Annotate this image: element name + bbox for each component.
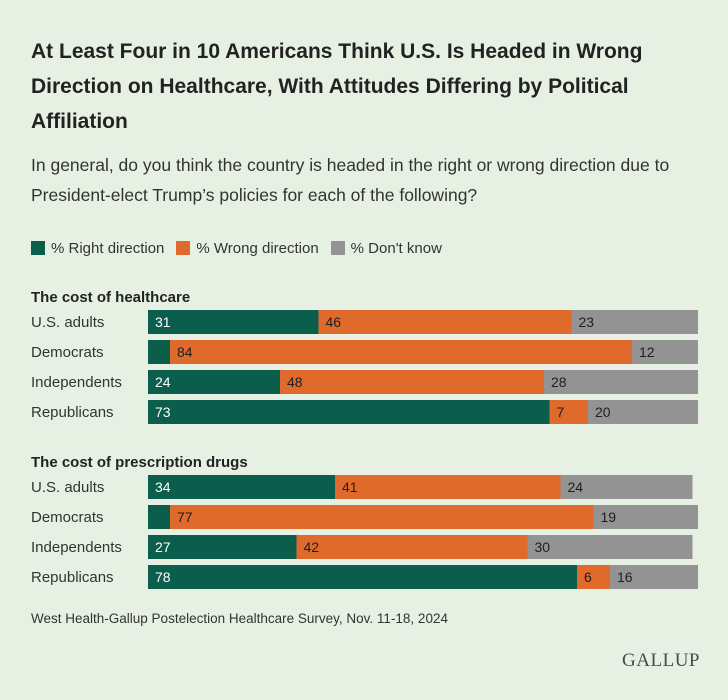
bar-wrong (577, 565, 610, 589)
data-label-wrong: 6 (584, 569, 592, 585)
data-label-right: 31 (155, 314, 171, 330)
data-label-wrong: 46 (326, 314, 342, 330)
category-label: Republicans (31, 404, 114, 421)
bar-dont-know (593, 505, 698, 529)
legend-swatch-right (31, 241, 45, 255)
data-label-wrong: 77 (177, 509, 193, 525)
data-label-wrong: 48 (287, 374, 303, 390)
data-label-right: 27 (155, 539, 171, 555)
stacked-bar-chart: The cost of healthcare U.S. adults 31 46 23 D… (31, 289, 698, 589)
category-label: Democrats (31, 344, 104, 361)
category-label: Democrats (31, 509, 104, 526)
bar-dont-know (544, 370, 698, 394)
bar-right (148, 310, 319, 334)
legend-item-dont-know: % Don't know (330, 239, 442, 257)
data-label-right: 78 (155, 569, 171, 585)
bar-right (148, 370, 280, 394)
group-title: The cost of prescription drugs (31, 454, 248, 471)
bar-wrong (335, 475, 561, 499)
data-label-wrong: 7 (557, 404, 565, 420)
bar-right (148, 535, 297, 559)
category-label: Independents (31, 374, 122, 391)
data-label-wrong: 41 (342, 479, 358, 495)
data-label-dont-know: 23 (579, 314, 595, 330)
data-label-dont-know: 30 (535, 539, 551, 555)
data-label-wrong: 84 (177, 344, 193, 360)
data-label-right: 73 (155, 404, 171, 420)
legend-swatch-wrong (176, 241, 191, 255)
data-label-dont-know: 20 (595, 404, 611, 420)
legend-item-right: % Right direction (31, 240, 164, 257)
data-label-right: 34 (155, 479, 171, 495)
bar-dont-know (571, 310, 698, 334)
source-note: West Health-Gallup Postelection Healthca… (31, 611, 448, 626)
data-label-dont-know: 16 (617, 569, 633, 585)
bar-dont-know (632, 340, 698, 364)
legend: % Right direction % Wrong direction % Do… (31, 238, 454, 258)
bar-wrong (170, 340, 632, 364)
bar-wrong (296, 535, 528, 559)
data-label-dont-know: 28 (551, 374, 567, 390)
category-label: Republicans (31, 569, 114, 586)
legend-swatch-dont-know (330, 241, 345, 255)
data-label-wrong: 42 (304, 539, 320, 555)
category-label: U.S. adults (31, 314, 104, 331)
bar-right (148, 340, 170, 364)
category-label: U.S. adults (31, 479, 104, 496)
gallup-logo: GALLUP (622, 650, 700, 671)
bar-wrong (170, 505, 594, 529)
bar-right (148, 505, 170, 529)
bar-dont-know (560, 475, 693, 499)
bar-dont-know (610, 565, 698, 589)
data-label-dont-know: 24 (568, 479, 584, 495)
bar-right (148, 400, 550, 424)
data-label-right: 24 (155, 374, 171, 390)
legend-label-dont-know: % Don't know (350, 239, 442, 257)
bar-dont-know (527, 535, 693, 559)
legend-label-right: % Right direction (51, 239, 165, 257)
chart-title: At Least Four in 10 Americans Think U.S.… (31, 40, 643, 133)
bar-dont-know (588, 400, 698, 424)
bar-wrong (280, 370, 544, 394)
bar-wrong (318, 310, 572, 334)
bar-right (148, 565, 577, 589)
category-label: Independents (31, 539, 122, 556)
bar-right (148, 475, 335, 499)
data-label-dont-know: 19 (601, 509, 617, 525)
legend-item-wrong: % Wrong direction (176, 239, 319, 257)
chart-subtitle: In general, do you think the country is … (31, 155, 670, 205)
bar-wrong (549, 400, 588, 424)
data-label-dont-know: 12 (639, 344, 655, 360)
legend-label-wrong: % Wrong direction (196, 239, 319, 257)
group-title: The cost of healthcare (31, 289, 190, 306)
